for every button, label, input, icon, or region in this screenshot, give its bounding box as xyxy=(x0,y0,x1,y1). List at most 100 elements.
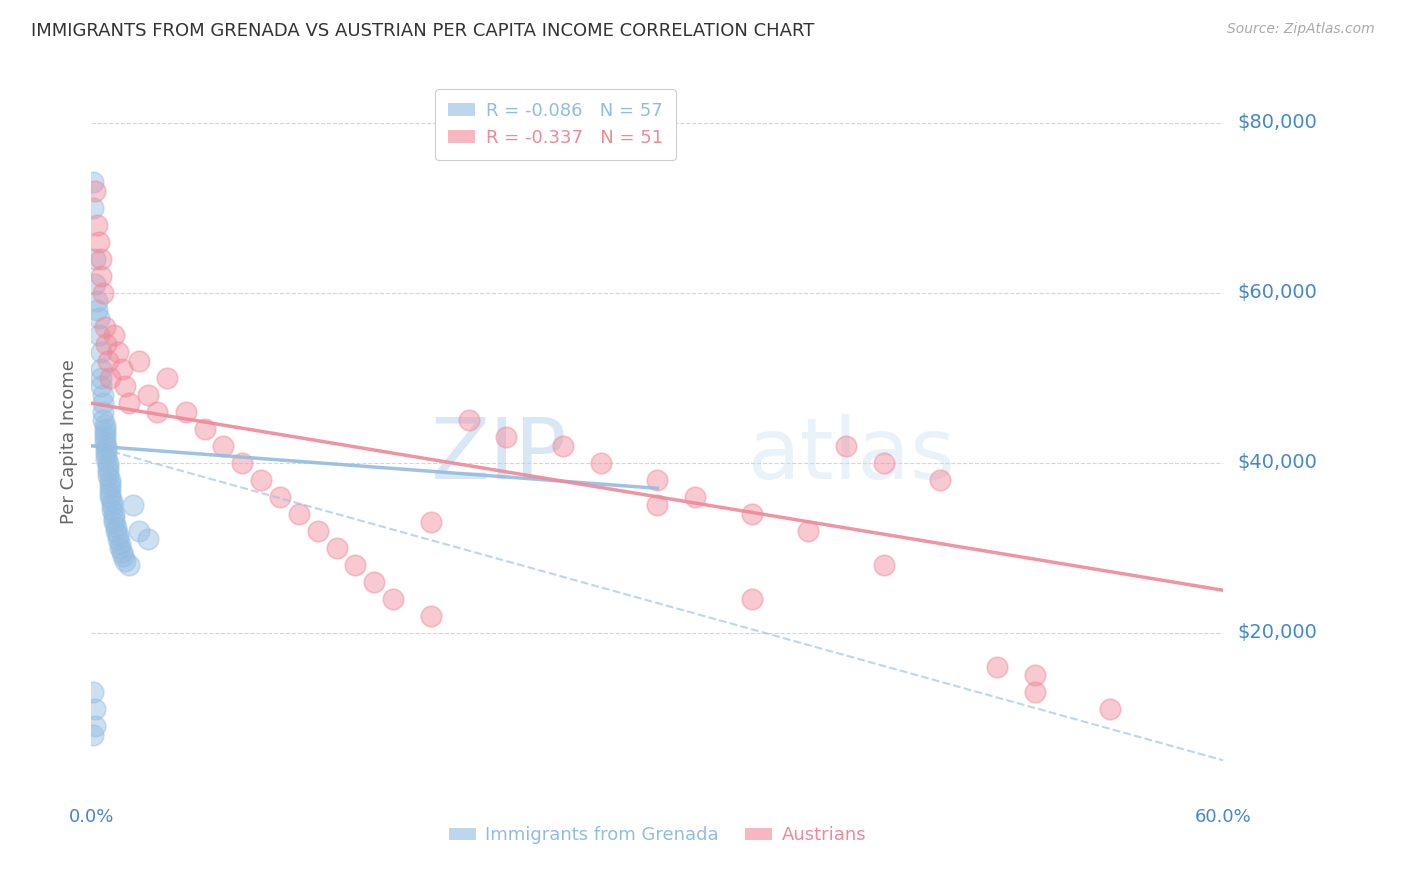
Text: $60,000: $60,000 xyxy=(1237,284,1317,302)
Text: Source: ZipAtlas.com: Source: ZipAtlas.com xyxy=(1227,22,1375,37)
Point xyxy=(1024,668,1046,682)
Point xyxy=(97,468,120,483)
Point xyxy=(269,490,291,504)
Point xyxy=(136,533,159,547)
Point xyxy=(96,443,118,458)
Point xyxy=(98,477,121,491)
Y-axis label: Per Capita Income: Per Capita Income xyxy=(60,359,79,524)
Point xyxy=(104,519,127,533)
Point xyxy=(114,553,136,567)
Point xyxy=(91,413,114,427)
Point xyxy=(86,302,108,317)
Point xyxy=(96,439,118,453)
Point xyxy=(84,719,107,733)
Point xyxy=(107,345,129,359)
Point xyxy=(104,524,127,538)
Point xyxy=(98,490,121,504)
Point xyxy=(1024,685,1046,699)
Point xyxy=(101,502,124,516)
Point xyxy=(98,485,121,500)
Text: IMMIGRANTS FROM GRENADA VS AUSTRIAN PER CAPITA INCOME CORRELATION CHART: IMMIGRANTS FROM GRENADA VS AUSTRIAN PER … xyxy=(31,22,814,40)
Point xyxy=(93,434,115,449)
Point xyxy=(98,371,121,385)
Point xyxy=(82,728,104,742)
Point xyxy=(589,456,612,470)
Point xyxy=(84,252,107,266)
Point xyxy=(96,451,118,466)
Point xyxy=(122,498,145,512)
Point xyxy=(1099,702,1122,716)
Point xyxy=(90,252,112,266)
Point xyxy=(97,464,120,478)
Point xyxy=(82,175,104,189)
Point xyxy=(91,396,114,410)
Point xyxy=(87,235,110,249)
Point xyxy=(98,481,121,495)
Point xyxy=(419,516,441,530)
Point xyxy=(114,379,136,393)
Point xyxy=(82,685,104,699)
Point xyxy=(250,473,273,487)
Point xyxy=(86,218,108,232)
Point xyxy=(93,430,115,444)
Legend: Immigrants from Grenada, Austrians: Immigrants from Grenada, Austrians xyxy=(441,819,873,852)
Point xyxy=(101,494,124,508)
Point xyxy=(86,294,108,309)
Point xyxy=(90,379,112,393)
Point xyxy=(87,328,110,343)
Point xyxy=(110,362,132,376)
Point xyxy=(91,405,114,419)
Point xyxy=(118,558,141,572)
Point xyxy=(90,371,112,385)
Text: atlas: atlas xyxy=(748,415,956,498)
Point xyxy=(872,456,894,470)
Point xyxy=(741,507,763,521)
Point xyxy=(84,184,107,198)
Point xyxy=(288,507,311,521)
Point xyxy=(344,558,367,572)
Point xyxy=(110,545,132,559)
Point xyxy=(382,591,405,606)
Point xyxy=(929,473,952,487)
Point xyxy=(103,516,125,530)
Point xyxy=(91,285,114,300)
Point xyxy=(419,608,441,623)
Point xyxy=(872,558,894,572)
Point xyxy=(97,353,120,368)
Point xyxy=(551,439,574,453)
Point xyxy=(96,447,118,461)
Text: $20,000: $20,000 xyxy=(1237,624,1317,642)
Point xyxy=(107,528,129,542)
Point xyxy=(231,456,253,470)
Point xyxy=(128,524,150,538)
Point xyxy=(87,311,110,326)
Point xyxy=(128,353,150,368)
Point xyxy=(986,660,1008,674)
Point xyxy=(97,456,120,470)
Point xyxy=(325,541,347,555)
Text: ZIP: ZIP xyxy=(430,415,567,498)
Point xyxy=(645,473,668,487)
Point xyxy=(741,591,763,606)
Point xyxy=(84,277,107,292)
Point xyxy=(101,498,124,512)
Point xyxy=(90,345,112,359)
Point xyxy=(98,473,121,487)
Point xyxy=(93,319,115,334)
Text: $80,000: $80,000 xyxy=(1237,113,1317,132)
Point xyxy=(90,362,112,376)
Point xyxy=(363,574,385,589)
Point xyxy=(683,490,706,504)
Point xyxy=(797,524,820,538)
Point xyxy=(103,511,125,525)
Point xyxy=(136,388,159,402)
Point xyxy=(84,702,107,716)
Point xyxy=(156,371,179,385)
Point xyxy=(96,336,118,351)
Point xyxy=(91,388,114,402)
Point xyxy=(93,425,115,440)
Point xyxy=(174,405,197,419)
Point xyxy=(307,524,329,538)
Point xyxy=(112,549,135,564)
Point xyxy=(645,498,668,512)
